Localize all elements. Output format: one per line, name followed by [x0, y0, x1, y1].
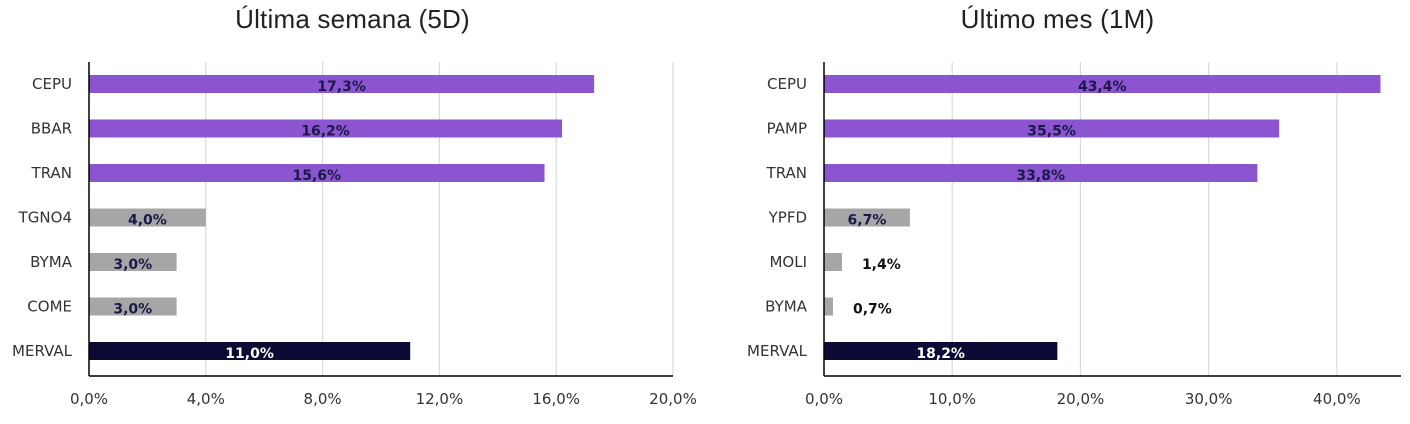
- category-label: COME: [27, 298, 72, 316]
- bar: [89, 208, 206, 227]
- data-label: 3,0%: [113, 302, 152, 318]
- bar: [89, 297, 177, 316]
- data-label: 15,6%: [292, 168, 341, 184]
- data-label: 43,4%: [1078, 79, 1127, 95]
- bar: [89, 253, 177, 271]
- data-label: 3,0%: [113, 257, 152, 273]
- category-label: TRAN: [31, 164, 72, 182]
- x-tick-label: 12,0%: [416, 390, 464, 408]
- data-label: 1,4%: [862, 257, 901, 273]
- x-tick-label: 0,0%: [70, 390, 108, 408]
- bar: [89, 342, 411, 360]
- data-label: 18,2%: [916, 346, 965, 362]
- data-label: 0,7%: [853, 302, 892, 318]
- category-label: CEPU: [32, 75, 72, 93]
- bar: [824, 342, 1058, 360]
- data-label: 6,7%: [848, 213, 887, 229]
- x-tick-label: 4,0%: [187, 390, 225, 408]
- data-label: 16,2%: [301, 124, 350, 140]
- category-label: TRAN: [766, 164, 807, 182]
- x-tick-label: 8,0%: [304, 390, 342, 408]
- category-label: BYMA: [30, 253, 73, 271]
- chart-title: Última semana (5D): [235, 4, 470, 34]
- data-label: 17,3%: [317, 79, 366, 95]
- x-tick-label: 16,0%: [532, 390, 580, 408]
- bar: [824, 208, 910, 227]
- category-label: PAMP: [767, 120, 807, 138]
- chart-panel-monthly: Último mes (1M) CEPU 43,4% PAMP 35,5% TRAN 33…: [705, 0, 1410, 424]
- bar-chart-weekly: CEPU 17,3% BBAR 16,2% TRAN 15,6% TGNO4 4,0% BYMA…: [12, 62, 697, 408]
- bar: [89, 164, 545, 182]
- category-label: MOLI: [769, 253, 807, 271]
- data-label: 4,0%: [128, 213, 167, 229]
- bar: [824, 75, 1381, 93]
- x-tick-label: 30,0%: [1185, 390, 1233, 408]
- data-label: 11,0%: [225, 346, 274, 362]
- category-label: BYMA: [765, 298, 808, 316]
- x-tick-label: 20,0%: [649, 390, 697, 408]
- category-label: BBAR: [31, 120, 72, 138]
- bar: [824, 164, 1258, 182]
- x-tick-label: 20,0%: [1057, 390, 1105, 408]
- bar: [824, 119, 1280, 138]
- bar: [89, 119, 563, 138]
- chart-title: Último mes (1M): [960, 4, 1155, 34]
- bar: [824, 253, 842, 271]
- x-tick-label: 40,0%: [1313, 390, 1361, 408]
- bar: [824, 297, 833, 316]
- category-label: TGNO4: [18, 209, 72, 227]
- chart-panel-weekly: Última semana (5D) CEPU 17,3% BBAR 16,2% TRA…: [12, 4, 697, 408]
- category-label: CEPU: [767, 75, 807, 93]
- data-label: 33,8%: [1016, 168, 1065, 184]
- category-label: MERVAL: [12, 342, 73, 360]
- category-label: MERVAL: [747, 342, 808, 360]
- x-tick-label: 10,0%: [928, 390, 976, 408]
- category-label: YPFD: [768, 209, 807, 227]
- bar-chart-monthly: CEPU 43,4% PAMP 35,5% TRAN 33,8% YPFD 6,7% MOLI 1…: [747, 62, 1401, 408]
- bar: [89, 75, 595, 93]
- x-tick-label: 0,0%: [805, 390, 843, 408]
- data-label: 35,5%: [1027, 124, 1076, 140]
